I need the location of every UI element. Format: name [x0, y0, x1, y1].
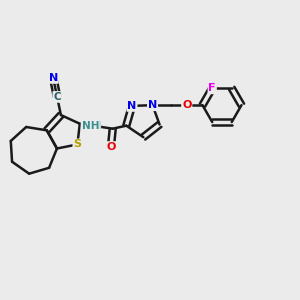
Text: N: N [127, 101, 136, 111]
Text: NH: NH [82, 121, 99, 131]
Text: C: C [53, 92, 61, 102]
Text: N: N [148, 100, 157, 110]
Text: N: N [49, 73, 58, 83]
Text: F: F [208, 83, 216, 93]
Text: O: O [106, 142, 116, 152]
Text: H: H [92, 121, 100, 131]
Text: S: S [74, 140, 81, 149]
Text: O: O [182, 100, 191, 110]
